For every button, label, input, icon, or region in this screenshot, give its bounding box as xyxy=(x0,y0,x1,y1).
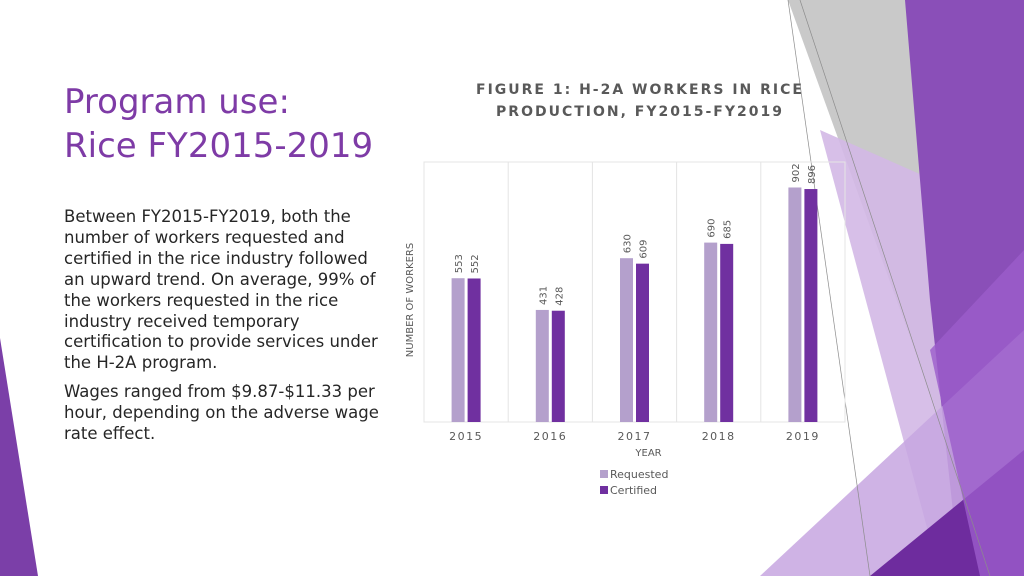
bar-requested-2019 xyxy=(788,187,802,422)
data-label-requested-2019: 902 xyxy=(791,163,802,182)
slide-title-line-1: Program use: xyxy=(64,82,290,122)
bar-certified-2019 xyxy=(804,189,818,422)
bar-certified-2018 xyxy=(720,243,734,422)
data-label-certified-2017: 609 xyxy=(639,240,650,259)
chart-title: FIGURE 1: H-2A WORKERS IN RICE PRODUCTIO… xyxy=(440,79,840,123)
decor-right-mid-purple xyxy=(930,250,1024,576)
data-label-requested-2017: 630 xyxy=(623,234,634,253)
data-label-requested-2015: 553 xyxy=(454,254,465,273)
data-label-certified-2019: 896 xyxy=(807,165,818,184)
bar-requested-2018 xyxy=(704,242,718,422)
data-label-certified-2015: 552 xyxy=(470,254,481,273)
bar-certified-2017 xyxy=(636,263,649,422)
body-paragraph-2: Wages ranged from $9.87-$11.33 per hour,… xyxy=(64,382,379,444)
x-axis-title: YEAR xyxy=(634,448,661,459)
bar-certified-2015 xyxy=(467,278,481,422)
x-tick-label-2015: 2015 xyxy=(449,430,483,443)
bar-requested-2017 xyxy=(620,258,633,422)
data-label-certified-2016: 428 xyxy=(554,287,565,306)
legend-swatch-requested xyxy=(600,470,608,478)
bar-certified-2016 xyxy=(551,310,565,422)
body-text: Between FY2015-FY2019, both the number o… xyxy=(64,207,384,453)
x-tick-label-2017: 2017 xyxy=(618,430,652,443)
plot-area-frame xyxy=(423,161,846,423)
chart-title-line-2: PRODUCTION, FY2015-FY2019 xyxy=(496,104,784,120)
y-axis-title: NUMBER OF WORKERS xyxy=(405,243,416,357)
bar-chart: 553 552 2015 431 428 2016 630 609 2017 690 685 2018… xyxy=(405,161,846,497)
decor-thin-line-1 xyxy=(787,0,871,576)
chart-title-line-1: FIGURE 1: H-2A WORKERS IN RICE xyxy=(476,82,804,98)
slide-title-line-2: Rice FY2015-2019 xyxy=(64,126,374,166)
legend-label-requested: Requested xyxy=(610,468,668,481)
x-tick-label-2016: 2016 xyxy=(533,430,567,443)
x-tick-label-2019: 2019 xyxy=(786,430,820,443)
bar-requested-2016 xyxy=(535,309,549,422)
decor-left-purple-wedge xyxy=(0,338,38,576)
data-label-requested-2016: 431 xyxy=(538,286,549,305)
decor-thin-line-2 xyxy=(799,0,991,576)
bar-requested-2015 xyxy=(451,278,465,422)
data-label-certified-2018: 685 xyxy=(723,220,734,239)
body-paragraph-1: Between FY2015-FY2019, both the number o… xyxy=(64,207,378,373)
legend-label-certified: Certified xyxy=(610,484,657,497)
legend-swatch-certified xyxy=(600,486,608,494)
data-label-requested-2018: 690 xyxy=(707,219,718,238)
x-tick-label-2018: 2018 xyxy=(702,430,736,443)
slide-title: Program use: Rice FY2015-2019 xyxy=(64,80,404,168)
